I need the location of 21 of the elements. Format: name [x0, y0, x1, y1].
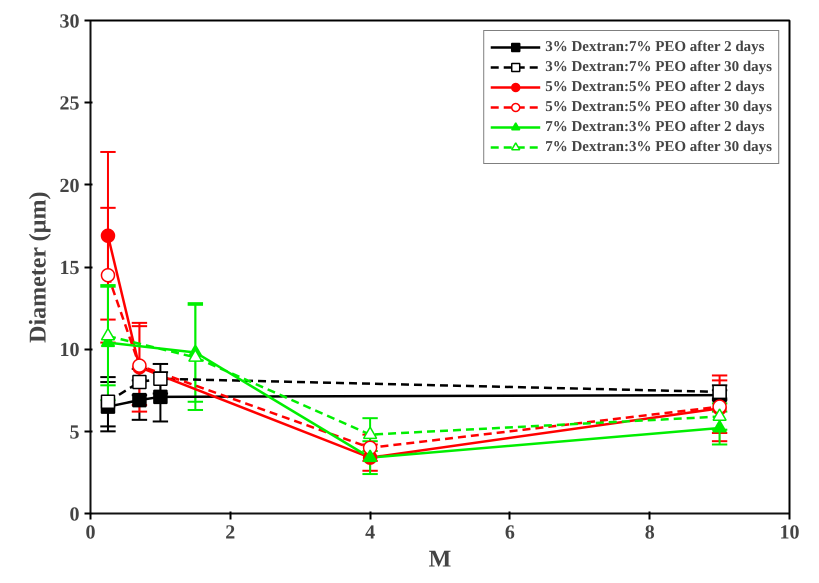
- legend-label: 5% Dextran:5% PEO after 2 days: [545, 78, 764, 96]
- y-tick-label: 0: [70, 504, 80, 526]
- x-tick-label: 2: [225, 522, 236, 544]
- y-tick-label: 15: [60, 257, 80, 279]
- x-tick-label: 4: [365, 522, 376, 544]
- legend-label: 3% Dextran:7% PEO after 2 days: [545, 38, 764, 56]
- y-tick-label: 25: [60, 92, 80, 115]
- legend-label: 7% Dextran:3% PEO after 30 days: [545, 138, 772, 156]
- legend-label: 7% Dextran:3% PEO after 2 days: [545, 118, 764, 136]
- x-tick-label: 8: [644, 522, 655, 544]
- legend-label: 3% Dextran:7% PEO after 30 days: [545, 58, 772, 76]
- x-tick-label: 6: [504, 522, 515, 544]
- legend-label: 5% Dextran:5% PEO after 30 days: [545, 98, 772, 116]
- y-tick-label: 30: [60, 10, 80, 32]
- x-tick-label: 10: [780, 522, 800, 544]
- y-axis-title: Diameter (µm): [26, 192, 52, 343]
- y-tick-label: 10: [60, 339, 80, 362]
- y-tick-label: 5: [70, 421, 80, 444]
- x-axis-title: M: [428, 546, 452, 572]
- x-tick-label: 0: [86, 522, 96, 544]
- y-tick-label: 20: [60, 174, 80, 197]
